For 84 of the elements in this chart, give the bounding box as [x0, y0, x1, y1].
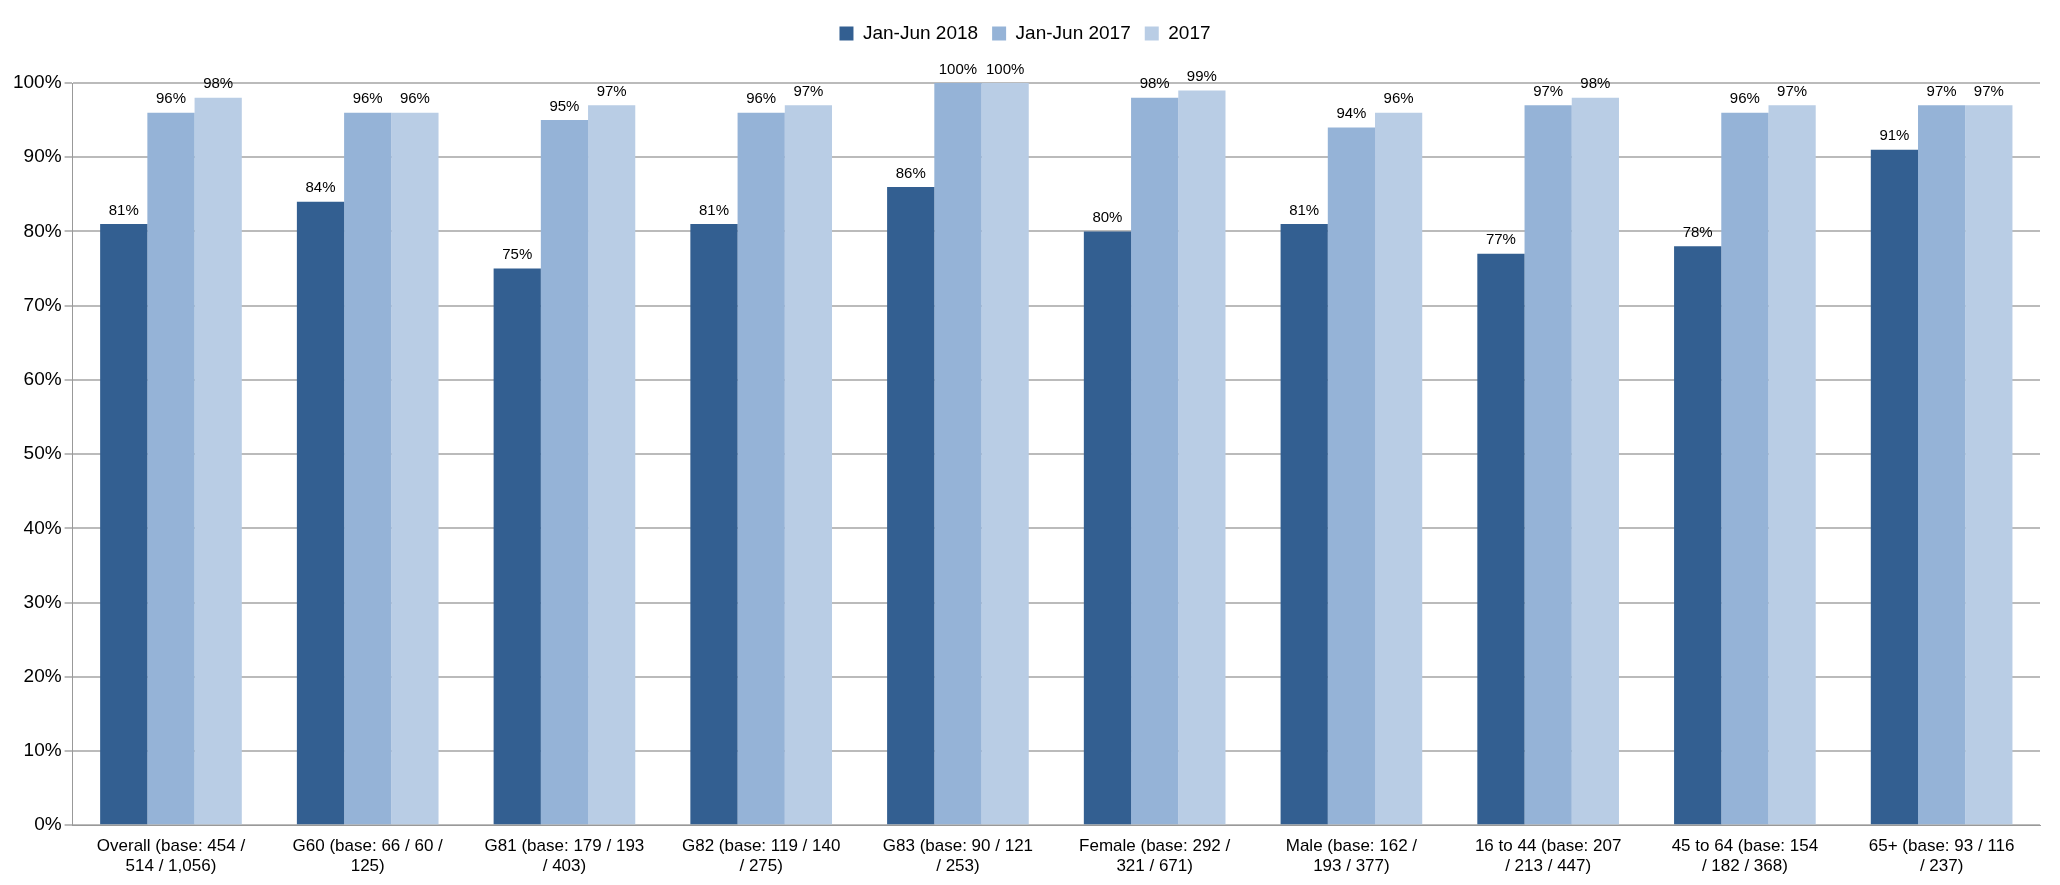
bar — [1083, 231, 1132, 825]
bar — [1178, 90, 1226, 825]
y-tick-label: 80% — [23, 219, 62, 241]
bar — [887, 186, 935, 825]
bar — [344, 112, 392, 825]
bar — [1768, 105, 1816, 825]
bar — [194, 97, 242, 825]
y-tick-label: 0% — [34, 813, 62, 835]
bar — [690, 224, 738, 825]
data-label: 98% — [1139, 74, 1170, 92]
x-tick-label: 16 to 44 (base: 207 / 213 / 447) — [1474, 836, 1622, 876]
x-tick-label: 45 to 64 (base: 154 / 182 / 368) — [1671, 836, 1819, 876]
data-label: 100% — [938, 59, 978, 77]
x-tick-label: 65+ (base: 93 / 116 / 237) — [1868, 836, 2015, 876]
y-tick-label: 90% — [23, 145, 62, 167]
x-tick-label: G82 (base: 119 / 140 / 275) — [681, 836, 841, 876]
data-label: 96% — [399, 89, 430, 107]
bar — [981, 83, 1029, 825]
y-tick-label: 20% — [23, 664, 62, 686]
data-label: 97% — [1973, 81, 2004, 99]
data-label: 80% — [1092, 208, 1123, 226]
data-label: 97% — [793, 81, 824, 99]
bar — [1721, 112, 1769, 825]
data-label: 96% — [746, 89, 777, 107]
x-tick-label: G81 (base: 179 / 193 / 403) — [484, 836, 645, 876]
data-label: 96% — [155, 89, 186, 107]
data-label: 86% — [895, 163, 926, 181]
bar — [540, 120, 589, 825]
data-label: 81% — [698, 200, 729, 218]
data-label: 100% — [985, 59, 1025, 77]
data-label: 94% — [1336, 104, 1367, 122]
data-label: 96% — [1729, 89, 1760, 107]
data-label: 97% — [1777, 81, 1808, 99]
bar — [296, 201, 345, 825]
bar — [1674, 246, 1722, 825]
data-label: 81% — [1289, 200, 1320, 218]
bar — [1524, 105, 1572, 825]
data-label: 97% — [596, 81, 627, 99]
data-label: 75% — [502, 245, 533, 263]
bar — [1327, 127, 1376, 825]
bar — [1918, 105, 1966, 825]
bar — [784, 105, 833, 825]
bar — [147, 112, 195, 825]
bar — [1477, 253, 1525, 825]
data-label: 98% — [1580, 74, 1611, 92]
y-tick-label: 10% — [23, 739, 62, 761]
y-tick-label: 40% — [23, 516, 62, 538]
bar — [1131, 97, 1179, 825]
bar — [1870, 149, 1919, 825]
bar — [100, 224, 148, 825]
data-label: 97% — [1533, 81, 1564, 99]
data-label: 97% — [1926, 81, 1957, 99]
bar — [1571, 97, 1619, 825]
y-tick-label: 100% — [12, 71, 62, 93]
data-label: 84% — [305, 178, 336, 196]
data-label: 81% — [108, 200, 139, 218]
bar — [1280, 224, 1328, 825]
y-tick-label: 60% — [23, 368, 62, 390]
y-tick-label: 70% — [23, 293, 62, 315]
data-label: 99% — [1186, 67, 1217, 85]
x-tick-label: G60 (base: 66 / 60 / 125) — [292, 836, 444, 876]
legend-label: 2017 — [1168, 21, 1211, 43]
data-label: 78% — [1682, 222, 1713, 240]
legend-label: Jan-Jun 2017 — [1015, 21, 1131, 43]
data-label: 98% — [203, 74, 234, 92]
bar — [737, 112, 785, 825]
data-label: 95% — [549, 96, 580, 114]
x-tick-label: G83 (base: 90 / 121 / 253) — [882, 836, 1034, 876]
x-tick-label: Male (base: 162 / 193 / 377) — [1285, 836, 1418, 876]
bar — [391, 112, 439, 825]
bar — [1965, 105, 2013, 825]
x-tick-label: Female (base: 292 / 321 / 671) — [1079, 836, 1231, 876]
y-tick-label: 30% — [23, 590, 62, 612]
bar — [1375, 112, 1423, 825]
legend-label: Jan-Jun 2018 — [862, 21, 979, 43]
bar — [588, 105, 636, 825]
data-label: 96% — [1383, 89, 1414, 107]
bar — [934, 83, 982, 825]
data-label: 77% — [1485, 230, 1516, 248]
x-tick-label: Overall (base: 454 / 514 / 1,056) — [96, 836, 246, 876]
y-tick-label: 50% — [23, 442, 62, 464]
data-label: 91% — [1879, 126, 1910, 144]
data-label: 96% — [352, 89, 383, 107]
bar — [493, 268, 541, 825]
